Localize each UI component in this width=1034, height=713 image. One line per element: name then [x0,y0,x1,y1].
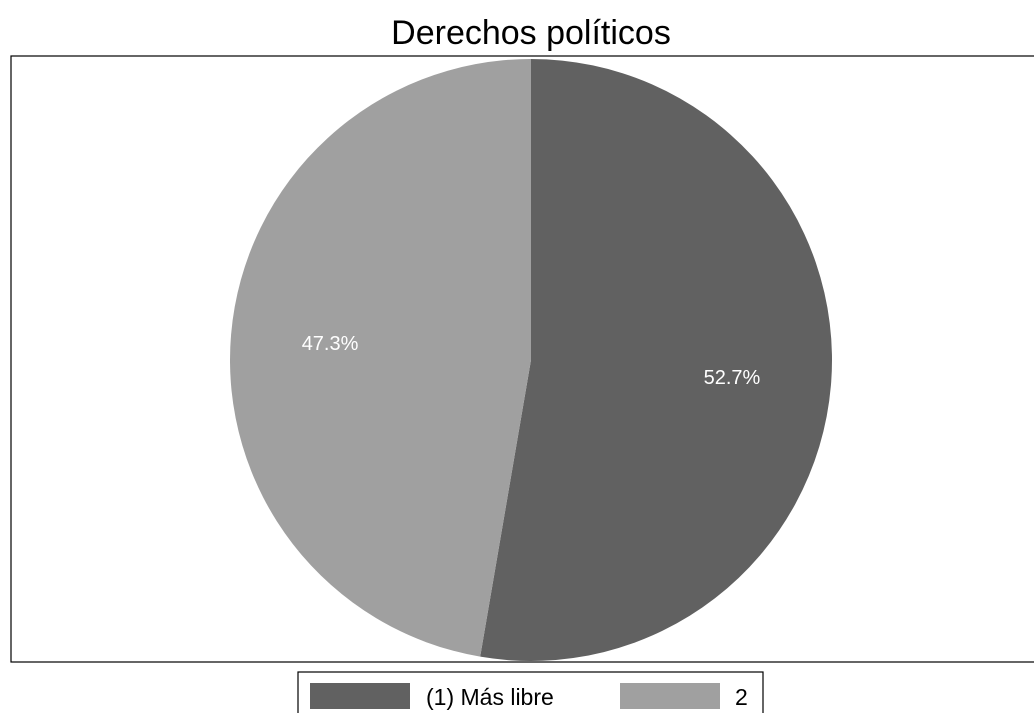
slice-label-mas-libre: 52.7% [704,367,761,389]
legend-swatch-mas-libre [310,683,410,709]
chart-title: Derechos políticos [391,14,671,52]
pie-slice-labels: 52.7% 47.3% [302,333,761,389]
pie-slice-mas-libre [480,59,833,662]
pie-slices [230,59,833,662]
slice-label-2: 47.3% [302,333,359,355]
legend-label-2: 2 [735,684,748,710]
legend-swatch-2 [620,683,720,709]
legend-label-mas-libre: (1) Más libre [426,684,554,710]
pie-slice-2 [230,59,532,657]
legend: (1) Más libre 2 [297,671,764,713]
